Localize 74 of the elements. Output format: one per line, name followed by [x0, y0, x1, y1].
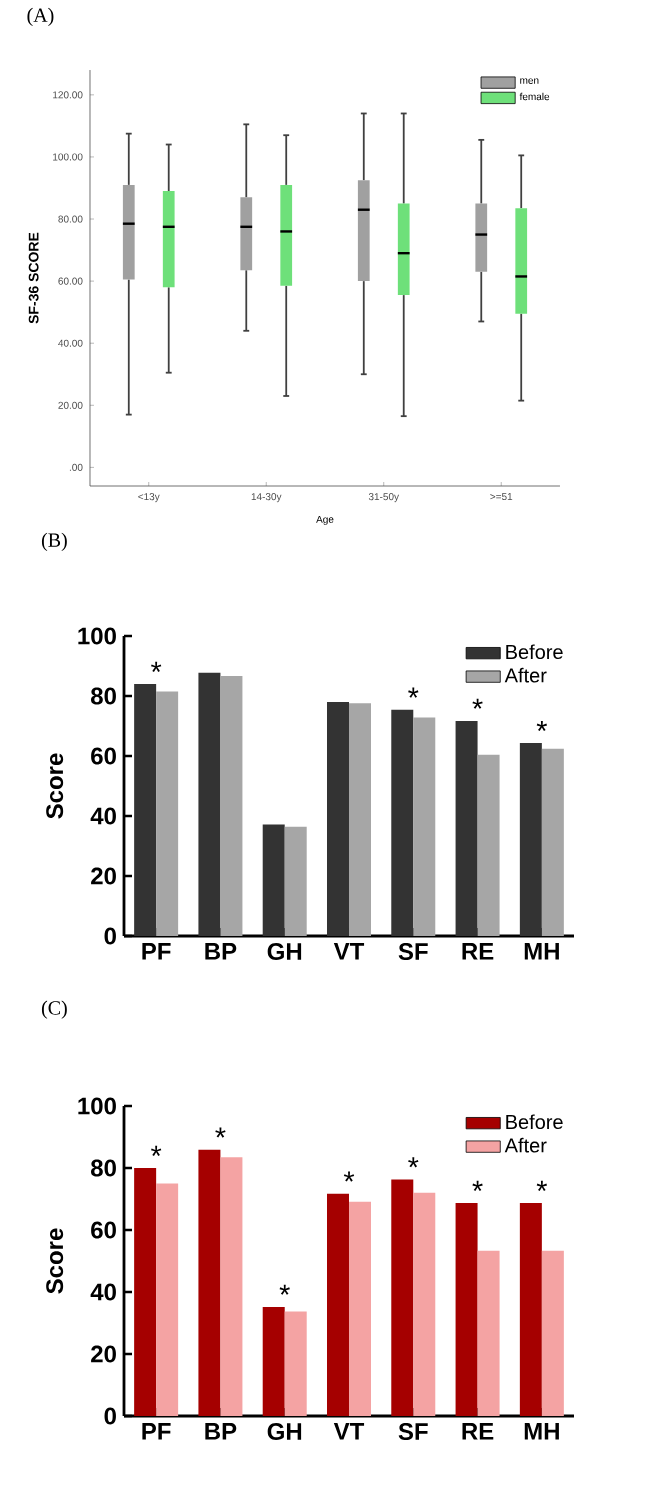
chart-title: (A): [27, 7, 54, 26]
x-tick-label: MH: [524, 943, 559, 960]
x-tick-label: BP: [205, 1423, 237, 1440]
y-tick-label: 0: [104, 1407, 116, 1425]
bar: [134, 1168, 157, 1417]
annotation: *: [215, 1127, 226, 1138]
bar: [156, 691, 179, 937]
annotation: *: [536, 1180, 548, 1191]
bar: [220, 675, 243, 937]
annotation: *: [536, 720, 548, 732]
bar: [220, 1157, 243, 1417]
x-tick-label: BP: [205, 943, 237, 960]
x-tick-label: MH: [524, 1423, 559, 1440]
bar: [134, 684, 157, 937]
y-tick-label: 100: [78, 627, 116, 645]
y-tick-label: 80: [90, 1159, 116, 1177]
x-tick-label: GH: [267, 943, 302, 961]
bar: [198, 672, 221, 937]
bar: [391, 709, 414, 937]
bar: [327, 1193, 349, 1417]
annotation: *: [151, 1145, 162, 1156]
bar: [262, 1306, 285, 1417]
bar: [541, 1250, 564, 1417]
annotation: *: [472, 698, 483, 709]
bar: [413, 1192, 436, 1417]
annotation: *: [151, 661, 162, 672]
legend-label: After: [504, 1137, 547, 1153]
bar: [198, 1149, 221, 1417]
bar: [519, 743, 542, 937]
x-tick-label: VT: [333, 1423, 365, 1440]
annotation: *: [279, 1284, 290, 1295]
bar: [156, 1183, 179, 1417]
x-tick-label: RE: [462, 943, 494, 960]
x-tick-label: GH: [267, 1423, 302, 1441]
y-tick-label: 80: [90, 687, 116, 705]
bar: [455, 1203, 478, 1417]
x-tick-label: SF: [398, 943, 428, 961]
bar: [348, 703, 371, 937]
annotation: *: [408, 1157, 419, 1168]
x-tick-label: SF: [398, 1423, 428, 1441]
y-tick-label: 100: [78, 1097, 116, 1115]
x-tick-label: RE: [462, 1423, 494, 1440]
bar: [262, 824, 285, 937]
chart-title: (C): [41, 1000, 67, 1019]
y-axis-title: Score: [46, 753, 64, 819]
bar: [519, 1203, 542, 1417]
y-tick-label: 60: [91, 747, 116, 765]
annotation: *: [343, 1171, 355, 1182]
annotation: *: [408, 687, 419, 698]
legend-label: After: [504, 667, 547, 683]
y-tick-label: 20: [91, 1345, 116, 1363]
bar: [477, 754, 500, 937]
y-tick-label: 40: [90, 807, 116, 825]
x-tick-label: PF: [142, 1423, 171, 1440]
legend-label: Before: [506, 644, 563, 660]
x-tick-label: PF: [142, 943, 171, 960]
bar: [541, 748, 564, 937]
y-tick-label: 20: [91, 867, 116, 885]
bar: [477, 1250, 500, 1417]
bar: [284, 826, 307, 937]
y-tick-label: 60: [91, 1221, 116, 1239]
bar: [348, 1201, 371, 1417]
y-tick-label: 40: [90, 1283, 116, 1301]
legend-label: Before: [506, 1114, 563, 1130]
x-tick-label: VT: [333, 943, 365, 960]
bar: [413, 717, 436, 937]
annotation: *: [472, 1180, 483, 1191]
bar: [391, 1179, 414, 1417]
y-axis-title: Score: [46, 1228, 64, 1294]
bar: [327, 702, 349, 937]
chart-title: (B): [41, 532, 67, 551]
bar: [284, 1311, 307, 1417]
bar: [455, 720, 478, 937]
y-tick-label: 0: [104, 927, 116, 945]
